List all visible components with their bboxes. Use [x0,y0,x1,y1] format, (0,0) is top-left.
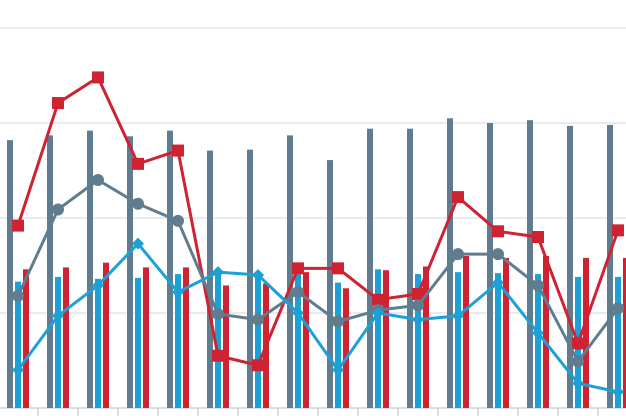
marker [372,307,384,320]
line [16,242,619,394]
bar [623,257,626,408]
line [16,75,620,367]
bar [367,128,373,409]
bar [295,270,301,408]
bar [583,257,589,408]
bar [7,140,13,409]
bar [607,124,613,408]
bar [207,150,213,408]
bar [415,274,421,408]
bar [247,149,253,408]
marker [252,313,264,326]
bar [527,120,533,408]
bar [47,135,53,408]
bar [215,271,221,408]
bar [407,128,413,409]
marker [412,313,424,326]
marker [332,364,344,377]
marker [412,299,424,312]
marker [212,307,224,320]
marker [172,214,184,227]
marker [572,355,584,368]
bar [63,267,69,408]
bar [335,282,341,408]
marker [52,203,64,216]
marker [492,225,504,238]
marker [492,276,504,289]
marker [532,231,544,244]
bar [23,269,29,408]
marker [212,266,224,279]
marker [132,197,144,210]
marker [532,326,544,339]
bar [495,273,501,408]
marker [92,71,104,84]
marker [292,286,304,299]
marker [52,309,64,322]
marker [12,219,24,232]
marker [92,279,104,292]
line [16,178,620,363]
bar [503,257,509,408]
bar [383,270,389,408]
marker [132,157,144,170]
bar [95,278,101,408]
bar [567,125,573,409]
marker [532,279,544,292]
marker [572,337,584,350]
bar [167,130,173,408]
marker [212,349,224,362]
marker [612,224,624,237]
marker [172,144,184,157]
bar [223,285,229,408]
bar [87,130,93,408]
marker [12,289,24,302]
marker [612,302,624,315]
bar [327,160,333,408]
bar [463,256,469,408]
bar [255,275,261,408]
marker [292,307,304,320]
marker [452,191,464,204]
bar [535,274,541,408]
marker [412,288,424,301]
marker [92,174,104,187]
bar [175,274,181,408]
marker [452,248,464,261]
bar [143,267,149,408]
marker [612,385,624,398]
bar [303,272,309,408]
bar [15,281,21,408]
marker [252,359,264,372]
bar [375,269,381,408]
bar [55,276,61,408]
marker [52,97,64,110]
marker [132,237,144,250]
bar [455,272,461,408]
bar [487,123,493,409]
bar [543,256,549,408]
marker [452,309,464,322]
marker [252,269,264,282]
marker [332,315,344,328]
marker [372,293,384,306]
bar [135,277,141,408]
bar [127,136,133,408]
bar [287,135,293,408]
bar [615,276,621,408]
marker [332,262,344,275]
marker [172,286,184,299]
bar [343,288,349,408]
marker [292,262,304,275]
marker [12,364,24,377]
bar [103,262,109,408]
bar [423,266,429,408]
marker [492,248,504,261]
bar [183,267,189,408]
marker [572,377,584,390]
